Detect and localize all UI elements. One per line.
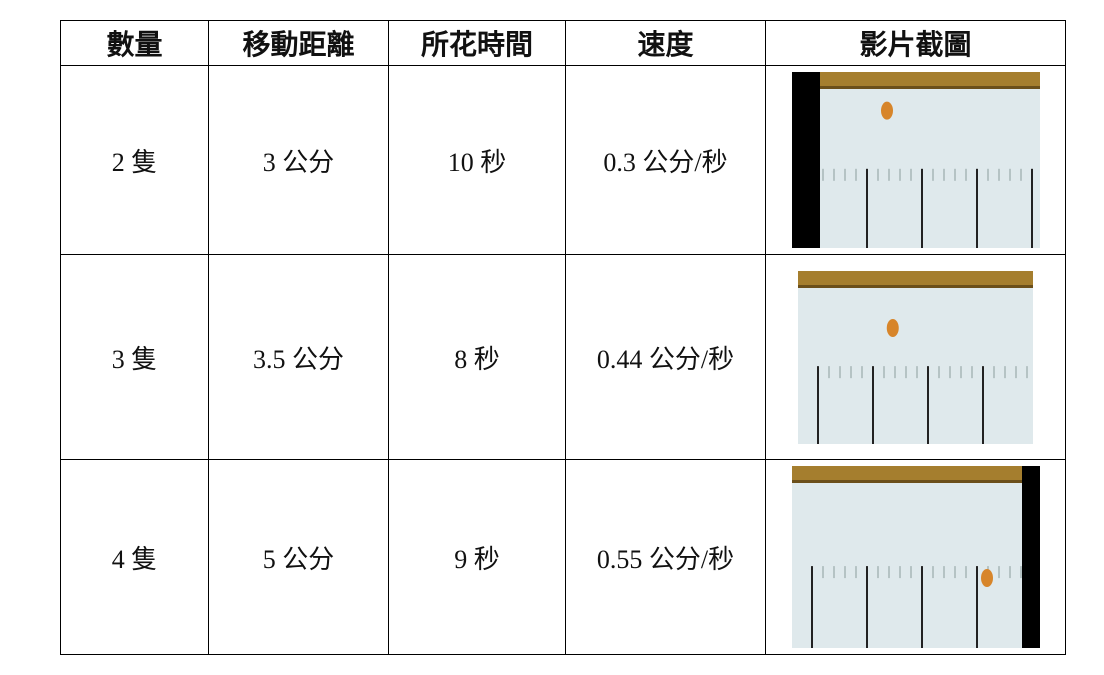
header-cell: 數量	[60, 20, 209, 66]
row: 3 隻 3.5 公分 8 秒 0.44 公分/秒	[60, 254, 1066, 460]
wood-edge	[798, 270, 1033, 287]
cell: 0.55 公分/秒	[565, 459, 766, 655]
insect	[980, 569, 993, 587]
cell: 0.44 公分/秒	[565, 254, 766, 460]
insect	[880, 101, 893, 120]
video-screenshot	[791, 72, 1040, 248]
cell: 10 秒	[388, 65, 566, 255]
row: 2 隻 3 公分 10 秒 0.3 公分/秒	[60, 65, 1066, 255]
result-table: 數量 移動距離 所花時間 速度 影片截圖 2 隻 3 公分 10 秒 0.3 公…	[60, 20, 1066, 655]
cell: 4 隻	[60, 459, 209, 655]
cell: 3 公分	[208, 65, 389, 255]
cell: 8 秒	[388, 254, 566, 460]
wood-shadow	[798, 284, 1033, 288]
insect	[886, 318, 899, 337]
paper	[791, 72, 1040, 248]
cell: 2 隻	[60, 65, 209, 255]
wood-edge	[791, 466, 1040, 482]
header-cell: 所花時間	[388, 20, 566, 66]
black-bar	[1021, 466, 1040, 648]
cell: 3.5 公分	[208, 254, 389, 460]
photo-cell	[765, 254, 1066, 460]
photo-cell	[765, 65, 1066, 255]
header-cell: 影片截圖	[765, 20, 1066, 66]
cell: 9 秒	[388, 459, 566, 655]
row: 4 隻 5 公分 9 秒 0.55 公分/秒	[60, 459, 1066, 655]
cell: 0.3 公分/秒	[565, 65, 766, 255]
cell: 5 公分	[208, 459, 389, 655]
wood-shadow	[791, 480, 1040, 483]
photo-cell	[765, 459, 1066, 655]
paper	[791, 466, 1040, 648]
wood-shadow	[791, 86, 1040, 89]
video-screenshot	[791, 466, 1040, 648]
header-row: 數量 移動距離 所花時間 速度 影片截圖	[60, 20, 1066, 66]
header-cell: 速度	[565, 20, 766, 66]
paper	[798, 270, 1033, 444]
wood-edge	[791, 72, 1040, 88]
black-bar	[791, 72, 820, 248]
header-cell: 移動距離	[208, 20, 389, 66]
cell: 3 隻	[60, 254, 209, 460]
video-screenshot	[798, 270, 1033, 444]
